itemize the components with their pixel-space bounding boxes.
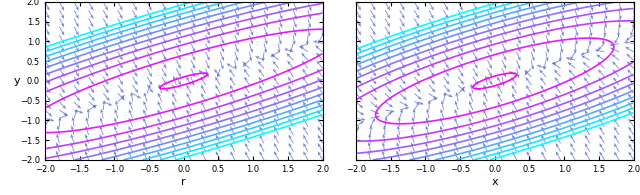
X-axis label: x: x <box>492 176 498 187</box>
X-axis label: r: r <box>181 176 186 187</box>
Y-axis label: y: y <box>13 76 20 86</box>
